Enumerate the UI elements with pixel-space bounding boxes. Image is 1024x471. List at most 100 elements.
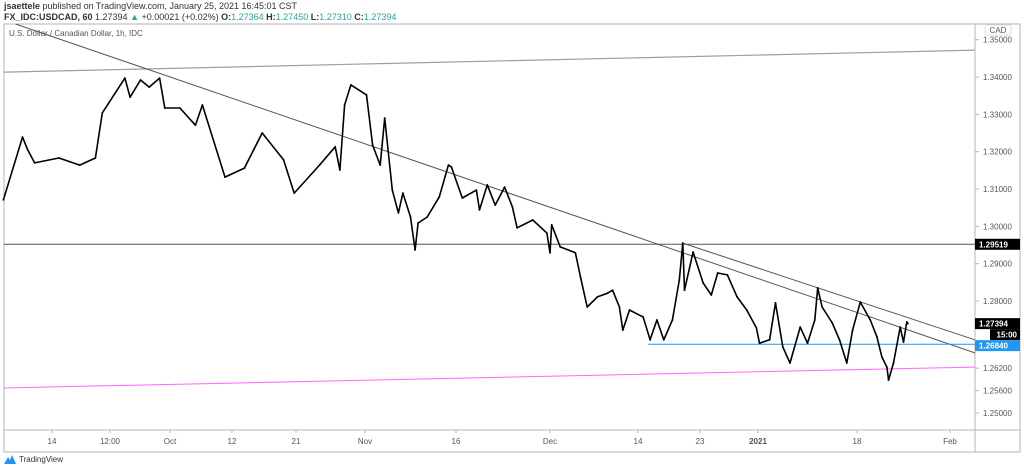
price-point <box>503 186 506 189</box>
x-tick-label: Oct <box>164 437 177 446</box>
price-point <box>282 158 285 161</box>
y-tick-label: 1.28000 <box>983 297 1012 306</box>
price-point <box>774 301 777 304</box>
price-point <box>123 77 126 80</box>
price-point <box>907 322 909 325</box>
price-point <box>859 301 862 304</box>
price-point <box>606 292 609 295</box>
y-tick-label: 1.31000 <box>983 185 1012 194</box>
high-value: 1.27450 <box>275 12 309 22</box>
trendline-drawing-2[interactable] <box>682 242 975 341</box>
price-point <box>816 287 819 289</box>
y-tick-label: 1.34000 <box>983 73 1012 82</box>
price-point <box>129 96 131 99</box>
price-point <box>447 164 450 167</box>
price-point <box>549 251 551 254</box>
footer: TradingView <box>4 455 63 464</box>
price-point <box>726 273 729 276</box>
price-point <box>531 219 534 221</box>
price-point <box>621 329 624 332</box>
price-point <box>745 309 748 311</box>
x-tick-label: Feb <box>943 437 957 446</box>
y-tick-label: 1.32000 <box>983 148 1012 157</box>
x-tick-label: 23 <box>696 437 705 446</box>
price-point <box>414 248 416 251</box>
price-point <box>545 232 548 234</box>
price-point <box>550 223 553 226</box>
price-tag-label: 1.29519 <box>979 240 1008 249</box>
symbol-name: FX_IDC:USDCAD, 60 <box>4 12 93 22</box>
price-point <box>391 189 394 192</box>
trendline-drawing-5[interactable] <box>3 366 975 389</box>
price-point <box>611 289 614 292</box>
price-point <box>716 272 719 274</box>
y-tick-label: 1.33000 <box>983 110 1012 119</box>
price-point <box>838 338 841 341</box>
price-point <box>781 346 784 348</box>
price-point <box>402 192 404 195</box>
price-point <box>736 295 738 298</box>
price-point <box>417 222 419 224</box>
price-point <box>799 326 802 329</box>
price-point <box>371 144 374 146</box>
price-point <box>596 295 599 298</box>
price-point <box>876 335 878 338</box>
price-point <box>494 204 497 206</box>
price-point <box>21 136 24 139</box>
price-point <box>681 242 684 245</box>
currency-button[interactable] <box>984 24 1012 36</box>
price-series-line <box>2 77 909 381</box>
price-point <box>163 107 166 109</box>
price-point <box>902 341 905 343</box>
price-point <box>461 197 464 199</box>
close-value: 1.27394 <box>363 12 397 22</box>
price-point <box>702 282 705 284</box>
price-point <box>887 379 890 382</box>
price-point <box>293 192 296 195</box>
x-tick-label: 12:00 <box>100 437 121 446</box>
price-point <box>845 362 848 364</box>
price-point <box>831 322 834 324</box>
price-point <box>486 184 489 186</box>
price-point <box>101 111 104 114</box>
trendline-drawing-1[interactable] <box>15 24 975 354</box>
price-point <box>821 306 823 308</box>
low-label: L: <box>310 12 320 22</box>
price-point <box>885 366 888 368</box>
x-tick-label: Nov <box>358 437 372 446</box>
price-point <box>409 216 412 218</box>
price-point <box>586 306 589 308</box>
chart-title: U.S. Dollar / Canadian Dollar, 1h, IDC <box>9 29 143 38</box>
price-point <box>511 206 514 208</box>
price-point <box>339 169 341 171</box>
x-tick-label: 21 <box>292 437 301 446</box>
trendline-drawing-0[interactable] <box>3 49 975 73</box>
y-tick-label: 1.25000 <box>983 409 1012 418</box>
x-tick-label: 16 <box>452 437 461 446</box>
price-tag-label: 1.26840 <box>979 342 1008 351</box>
price-point <box>178 107 181 109</box>
last-price: 1.27394 <box>95 12 128 22</box>
price-point <box>438 195 441 198</box>
price-point <box>318 164 321 167</box>
price-point <box>139 79 142 81</box>
price-point <box>758 342 761 345</box>
brand-name: TradingView <box>19 455 64 464</box>
price-point <box>26 148 29 151</box>
price-point <box>478 209 481 211</box>
price-point <box>201 104 204 106</box>
price-point <box>579 276 582 279</box>
price-point <box>78 164 81 167</box>
price-point <box>379 164 382 167</box>
price-point <box>559 245 562 248</box>
price-point <box>94 157 97 159</box>
y-tick-label: 1.30000 <box>983 222 1012 231</box>
publisher-name[interactable]: jsaettele <box>4 1 41 11</box>
price-point <box>261 132 264 134</box>
price-point <box>618 306 621 308</box>
publish-info: jsaettele published on TradingView.com, … <box>4 1 297 11</box>
open-label: O: <box>221 12 232 22</box>
price-point <box>851 329 854 332</box>
price-point <box>892 362 895 364</box>
